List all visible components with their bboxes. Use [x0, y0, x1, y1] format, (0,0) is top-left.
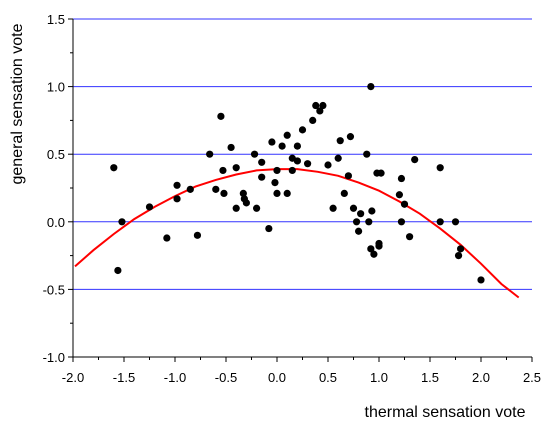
data-point-46 — [340, 189, 348, 198]
data-point-25 — [268, 138, 276, 146]
data-point-56 — [367, 245, 375, 253]
x-tick-label-0: -2.0 — [62, 370, 84, 385]
data-point-44 — [334, 154, 342, 162]
data-point-13 — [219, 166, 227, 175]
data-point-50 — [352, 218, 361, 226]
data-point-74 — [477, 276, 485, 284]
data-point-11 — [217, 112, 225, 120]
data-point-31 — [283, 189, 291, 198]
data-point-22 — [258, 158, 266, 166]
data-point-30 — [283, 131, 291, 139]
data-point-41 — [319, 101, 327, 110]
data-point-15 — [232, 204, 240, 212]
axes — [68, 18, 533, 362]
data-point-29 — [278, 142, 286, 150]
data-point-51 — [355, 227, 363, 235]
data-point-73 — [457, 245, 465, 253]
data-point-48 — [346, 133, 355, 141]
data-point-72 — [454, 252, 463, 260]
data-point-4 — [163, 234, 171, 242]
data-point-14 — [227, 143, 235, 152]
data-point-62 — [377, 169, 385, 177]
data-point-58 — [370, 250, 378, 258]
data-point-9 — [206, 150, 214, 158]
y-tick-labels: 1.5 1.0 0.5 0.0 -0.5 -1.0 — [43, 12, 65, 365]
y-tick-label-4: -0.5 — [43, 282, 65, 297]
data-point-17 — [239, 189, 247, 198]
data-point-40 — [316, 107, 324, 115]
data-point-6 — [173, 195, 181, 203]
data-point-53 — [363, 150, 371, 158]
data-point-7 — [186, 185, 194, 193]
data-point-67 — [406, 233, 414, 241]
x-tick-label-7: 1.5 — [421, 370, 439, 385]
data-point-45 — [336, 137, 344, 145]
data-point-61 — [375, 242, 383, 250]
fit-curve-layer — [74, 168, 520, 299]
data-point-2 — [118, 218, 126, 226]
data-point-65 — [397, 218, 406, 226]
data-point-66 — [400, 200, 409, 208]
data-point-54 — [365, 218, 373, 226]
y-tick-label-1: 1.0 — [47, 80, 65, 95]
data-point-57 — [368, 207, 376, 215]
data-points-layer — [110, 83, 485, 284]
data-point-8 — [193, 231, 202, 239]
data-point-24 — [265, 224, 273, 233]
data-point-16 — [232, 164, 240, 172]
y-tick-label-2: 0.5 — [47, 147, 65, 162]
data-point-28 — [273, 166, 281, 175]
data-point-34 — [293, 142, 301, 150]
fit-curve-line — [74, 168, 520, 299]
x-tick-label-5: 0.5 — [319, 370, 337, 385]
x-tick-label-9: 2.5 — [523, 370, 541, 385]
data-point-12 — [220, 189, 228, 198]
data-point-0 — [110, 164, 118, 172]
data-point-38 — [309, 116, 317, 124]
data-point-42 — [324, 161, 332, 169]
data-point-19 — [242, 199, 250, 207]
data-point-49 — [349, 204, 358, 212]
data-point-64 — [397, 174, 406, 183]
x-tick-label-4: 0.0 — [268, 370, 286, 385]
y-tick-label-5: -1.0 — [43, 350, 65, 365]
x-tick-labels: -2.0 -1.5 -1.0 -0.5 0.0 0.5 1.0 1.5 2.0 2.5 — [62, 370, 541, 385]
data-point-63 — [395, 191, 403, 199]
data-point-69 — [436, 164, 444, 172]
data-point-47 — [344, 172, 352, 180]
data-point-27 — [273, 189, 281, 198]
data-point-55 — [367, 83, 375, 91]
data-point-21 — [253, 204, 261, 212]
data-point-33 — [288, 166, 296, 175]
x-tick-label-8: 2.0 — [472, 370, 490, 385]
data-point-3 — [145, 203, 154, 211]
x-tick-label-2: -1.0 — [164, 370, 186, 385]
data-point-36 — [298, 126, 307, 134]
data-point-35 — [293, 157, 301, 165]
data-point-43 — [329, 204, 337, 212]
data-point-68 — [411, 156, 419, 164]
data-point-37 — [304, 160, 312, 168]
data-point-23 — [258, 173, 266, 181]
data-point-70 — [436, 218, 444, 226]
data-point-71 — [451, 218, 460, 226]
x-tick-label-3: -0.5 — [215, 370, 237, 385]
data-point-26 — [271, 178, 279, 187]
data-point-1 — [114, 266, 122, 275]
x-axis-label: thermal sensation vote — [365, 404, 526, 421]
x-tick-label-1: -1.5 — [113, 370, 135, 385]
y-tick-label-3: 0.0 — [47, 215, 65, 230]
y-tick-label-0: 1.5 — [47, 12, 65, 27]
data-point-5 — [173, 181, 181, 189]
data-point-52 — [357, 210, 365, 218]
data-point-10 — [212, 185, 220, 193]
x-tick-label-6: 1.0 — [370, 370, 388, 385]
data-point-39 — [312, 101, 320, 110]
data-point-20 — [250, 150, 259, 158]
y-axis-label: general sensation vote — [9, 23, 26, 184]
